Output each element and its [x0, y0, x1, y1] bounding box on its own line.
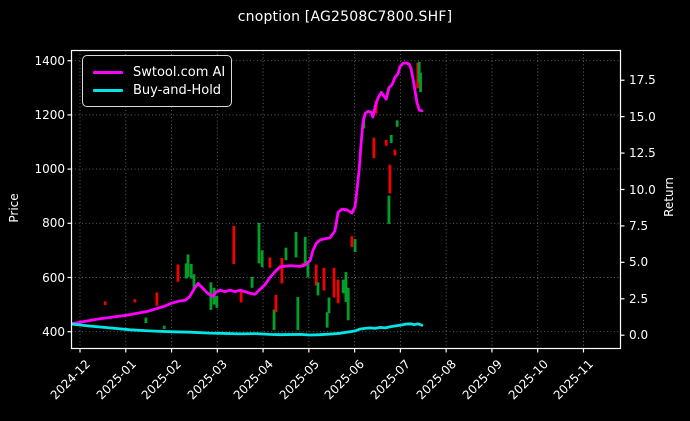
legend-item-ai: Swtool.com AI [93, 63, 225, 81]
price-tick-600: 600 [42, 270, 65, 285]
return-tick-15: 15.0 [629, 109, 656, 124]
legend: Swtool.com AI Buy-and-Hold [82, 55, 232, 107]
legend-item-buyhold: Buy-and-Hold [93, 81, 221, 99]
return-tick-12.5: 12.5 [629, 146, 656, 161]
price-tick-400: 400 [42, 324, 65, 339]
return-tick-0: 0.0 [629, 328, 649, 343]
ai-line-swatch [93, 70, 123, 74]
return-tick-17.5: 17.5 [629, 73, 656, 88]
price-tick-800: 800 [42, 216, 65, 231]
buyhold-line-swatch [93, 88, 123, 92]
return-axis-label: Return [662, 177, 676, 217]
chart-title: cnoption [AG2508C7800.SHF] [237, 9, 453, 25]
legend-label-buyhold: Buy-and-Hold [133, 82, 222, 98]
return-tick-5: 5.0 [629, 255, 649, 270]
price-tick-1200: 1200 [34, 107, 65, 122]
price-tick-1400: 1400 [34, 53, 65, 68]
return-tick-2.5: 2.5 [629, 291, 649, 306]
price-axis-label: Price [7, 193, 21, 223]
legend-label-ai: Swtool.com AI [133, 64, 226, 80]
return-tick-7.5: 7.5 [629, 218, 649, 233]
price-tick-1000: 1000 [34, 162, 65, 177]
return-tick-10: 10.0 [629, 182, 656, 197]
